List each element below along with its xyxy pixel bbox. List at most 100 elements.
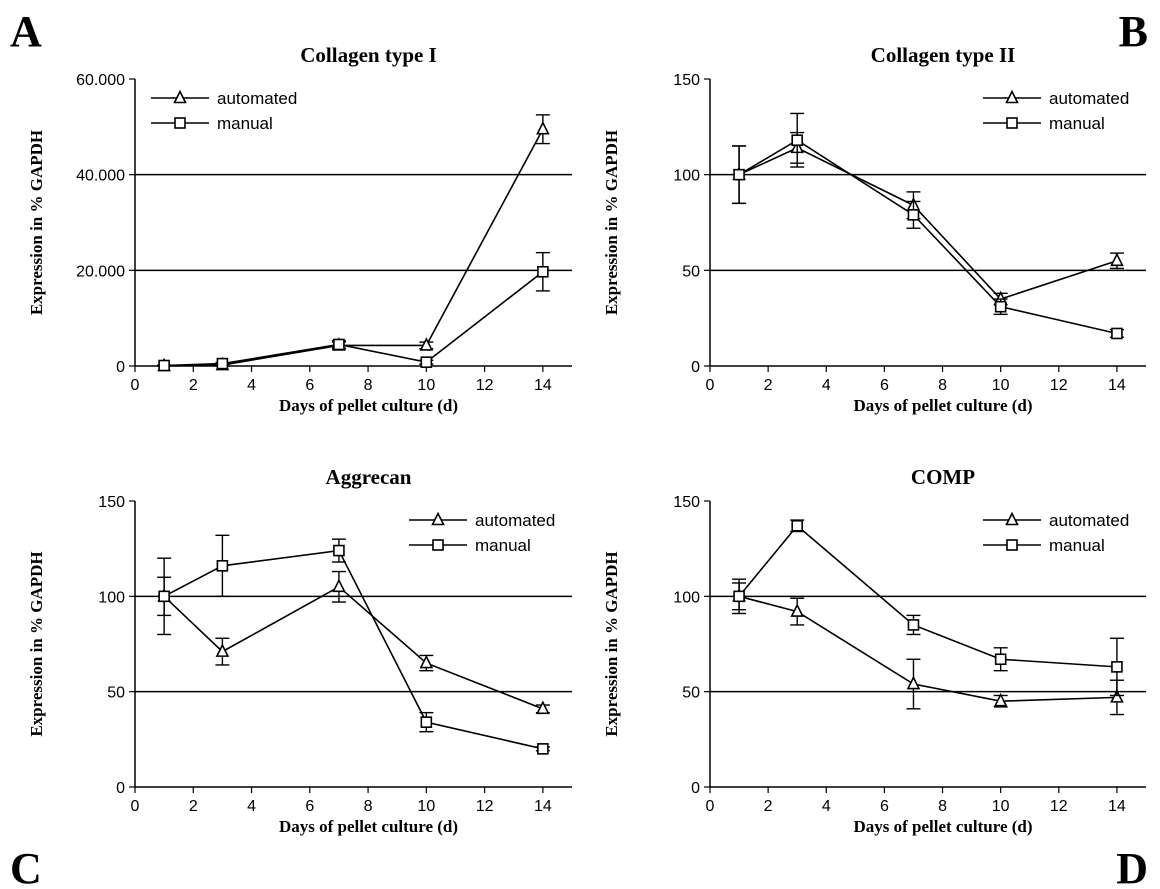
y-axis-label: Expression in % GAPDH — [27, 551, 46, 736]
y-tick-label: 40.000 — [76, 168, 125, 185]
series-manual — [732, 519, 1124, 697]
x-tick-label: 2 — [189, 377, 198, 394]
x-tick-label: 8 — [364, 377, 373, 394]
data-point-triangle — [536, 700, 550, 715]
data-point-triangle — [1110, 689, 1124, 703]
data-point-triangle — [419, 337, 434, 351]
x-tick-label: 10 — [417, 377, 435, 394]
series-line — [164, 128, 544, 367]
x-axis-label: Days of pellet culture (d) — [853, 817, 1032, 836]
y-tick-label: 0 — [116, 359, 125, 376]
series-manual — [732, 112, 1124, 340]
legend-label: manual — [1049, 536, 1105, 555]
legend-label: manual — [1049, 114, 1105, 133]
chart-title: Aggrecan — [326, 465, 412, 489]
x-tick-label: 6 — [305, 798, 314, 815]
series-manual — [157, 534, 550, 755]
legend: automated manual — [983, 89, 1129, 133]
data-point-square — [791, 134, 804, 147]
data-point-square — [733, 168, 745, 181]
legend-label: automated — [217, 89, 297, 108]
x-tick-label: 4 — [822, 377, 831, 394]
x-tick-label: 2 — [189, 798, 198, 815]
legend: automated manual — [409, 511, 555, 555]
series-line — [738, 139, 1118, 335]
data-point-square — [333, 338, 345, 351]
data-point-square — [907, 619, 920, 631]
data-point-square — [420, 716, 433, 728]
legend-marker-triangle — [173, 89, 187, 104]
data-point-square — [216, 560, 229, 572]
x-tick-label: 14 — [534, 377, 552, 394]
panel-letter: D — [1116, 844, 1148, 889]
y-tick-label: 50 — [107, 685, 125, 702]
chart-title: Collagen type I — [300, 43, 437, 67]
data-point-square — [1111, 327, 1123, 340]
data-point-triangle — [419, 654, 434, 669]
data-point-square — [1111, 661, 1123, 673]
x-tick-label: 2 — [764, 798, 773, 815]
data-point-triangle — [1110, 252, 1124, 267]
y-axis-label: Expression in % GAPDH — [602, 551, 621, 736]
legend-marker-triangle — [1005, 511, 1019, 526]
x-tick-label: 12 — [476, 377, 494, 394]
x-tick-label: 4 — [247, 798, 256, 815]
panel-letter: B — [1119, 7, 1148, 56]
data-point-square — [791, 519, 804, 532]
y-tick-label: 150 — [673, 494, 700, 511]
data-point-square — [994, 653, 1007, 666]
x-tick-label: 8 — [938, 798, 947, 815]
chart-panel-b: B Collagen type II 0 50 100 150 0 2 4 6 8 10 12 14 Day… — [602, 7, 1148, 415]
data-point-square — [733, 590, 745, 603]
series-manual — [157, 251, 550, 372]
x-tick-label: 10 — [992, 377, 1010, 394]
x-tick-label: 4 — [822, 798, 831, 815]
y-tick-label: 50 — [682, 263, 700, 280]
data-point-square — [907, 209, 920, 221]
data-point-triangle — [536, 120, 550, 135]
legend-marker-square — [1006, 117, 1018, 129]
chart-title: Collagen type II — [871, 43, 1016, 67]
x-tick-label: 14 — [534, 798, 552, 815]
x-tick-label: 12 — [476, 798, 494, 815]
data-point-square — [158, 590, 170, 603]
data-point-square — [216, 357, 229, 370]
data-point-triangle — [215, 643, 230, 657]
legend-marker-triangle — [431, 511, 445, 526]
legend: automated manual — [151, 89, 297, 133]
legend-label: manual — [217, 114, 273, 133]
legend-label: manual — [475, 536, 531, 555]
y-tick-label: 0 — [691, 359, 700, 376]
y-tick-label: 0 — [691, 780, 700, 797]
x-tick-label: 6 — [880, 377, 889, 394]
x-tick-label: 6 — [880, 798, 889, 815]
data-point-square — [333, 544, 345, 557]
legend-label: automated — [1049, 89, 1129, 108]
legend-marker-square — [1006, 539, 1018, 551]
x-axis-label: Days of pellet culture (d) — [853, 396, 1032, 415]
y-tick-label: 0 — [116, 780, 125, 797]
chart-panel-a: A Collagen type I 0 20.000 40.000 60.000 0 2 4 6 8… — [10, 7, 572, 415]
chart-panel-d: D COMP 0 50 100 150 0 2 4 6 8 10 12 14 Days of pellet … — [602, 465, 1148, 889]
data-point-triangle — [332, 578, 346, 593]
y-tick-label: 100 — [673, 168, 700, 185]
data-point-triangle — [790, 603, 804, 617]
data-point-square — [537, 265, 549, 278]
series-automated — [732, 131, 1124, 306]
x-tick-label: 10 — [417, 798, 435, 815]
legend: automated manual — [983, 511, 1129, 555]
x-tick-label: 0 — [706, 377, 715, 394]
data-point-square — [158, 359, 170, 372]
legend-marker-triangle — [1005, 89, 1019, 104]
x-tick-label: 8 — [364, 798, 373, 815]
panel-letter: A — [10, 7, 42, 56]
y-tick-label: 150 — [98, 494, 125, 511]
y-tick-label: 100 — [673, 589, 700, 606]
data-point-triangle — [906, 675, 921, 690]
x-tick-label: 2 — [764, 377, 773, 394]
x-tick-label: 0 — [131, 798, 140, 815]
x-tick-label: 8 — [938, 377, 947, 394]
legend-marker-square — [432, 539, 444, 551]
legend-marker-square — [174, 117, 186, 129]
y-tick-label: 50 — [682, 685, 700, 702]
